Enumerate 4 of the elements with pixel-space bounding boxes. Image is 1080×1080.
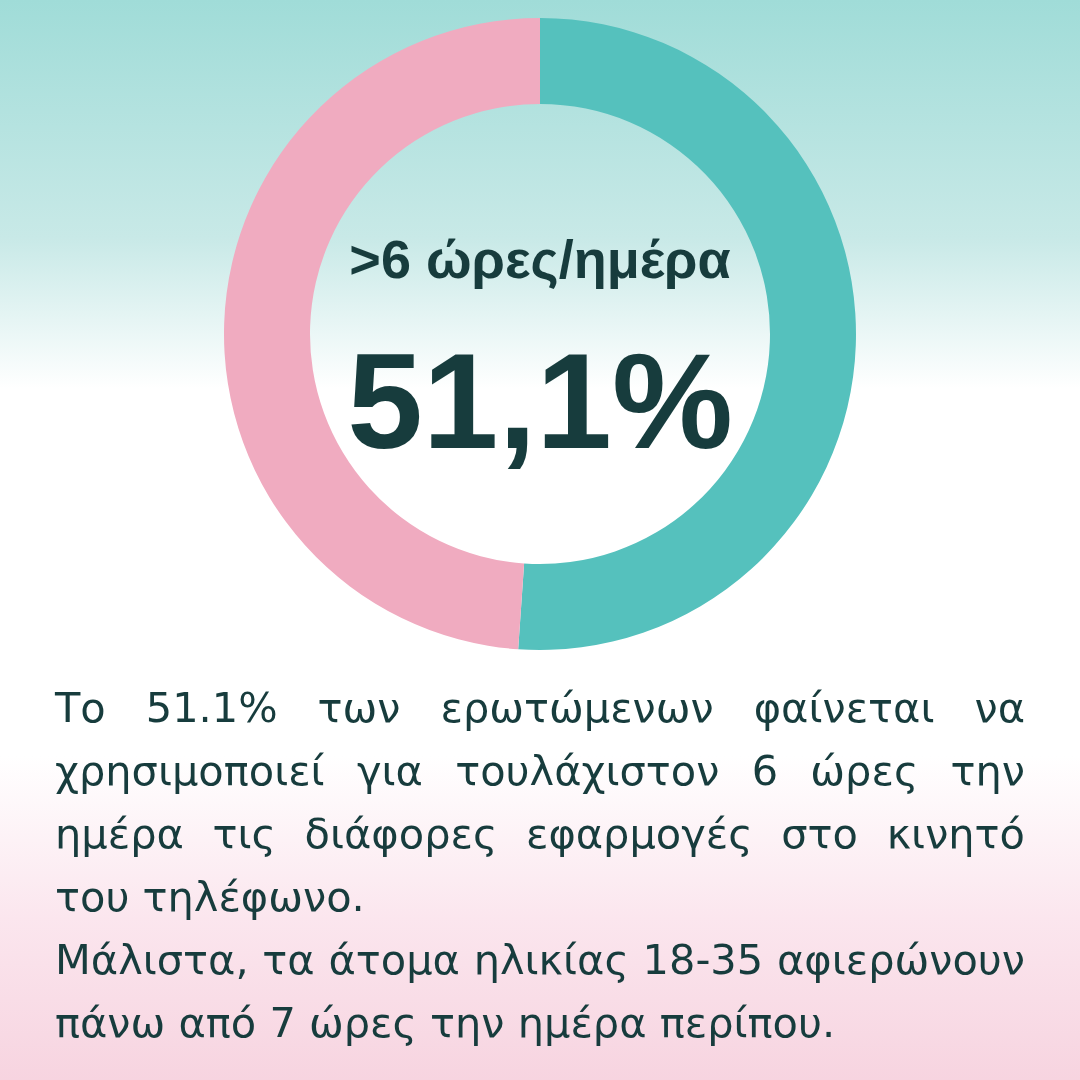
text: Μάλιστα, τα άτομα ηλικίας 18-35 αφιερώνουν πάνω από 7 ώρες την ημέρα περίπου.	[55, 934, 1025, 1049]
text: Το 51.1% των ερωτώμενων φαίνεται να χρησιμοποιεί για τουλάχιστον 6 ώρες την ημέρα τις διάφορες εφαρμογές στο κινητό του τηλέφωνο.	[55, 682, 1025, 923]
data-label: 51,1%	[347, 325, 733, 477]
slice-label: >6 ώρες/ημέρα	[349, 229, 731, 290]
